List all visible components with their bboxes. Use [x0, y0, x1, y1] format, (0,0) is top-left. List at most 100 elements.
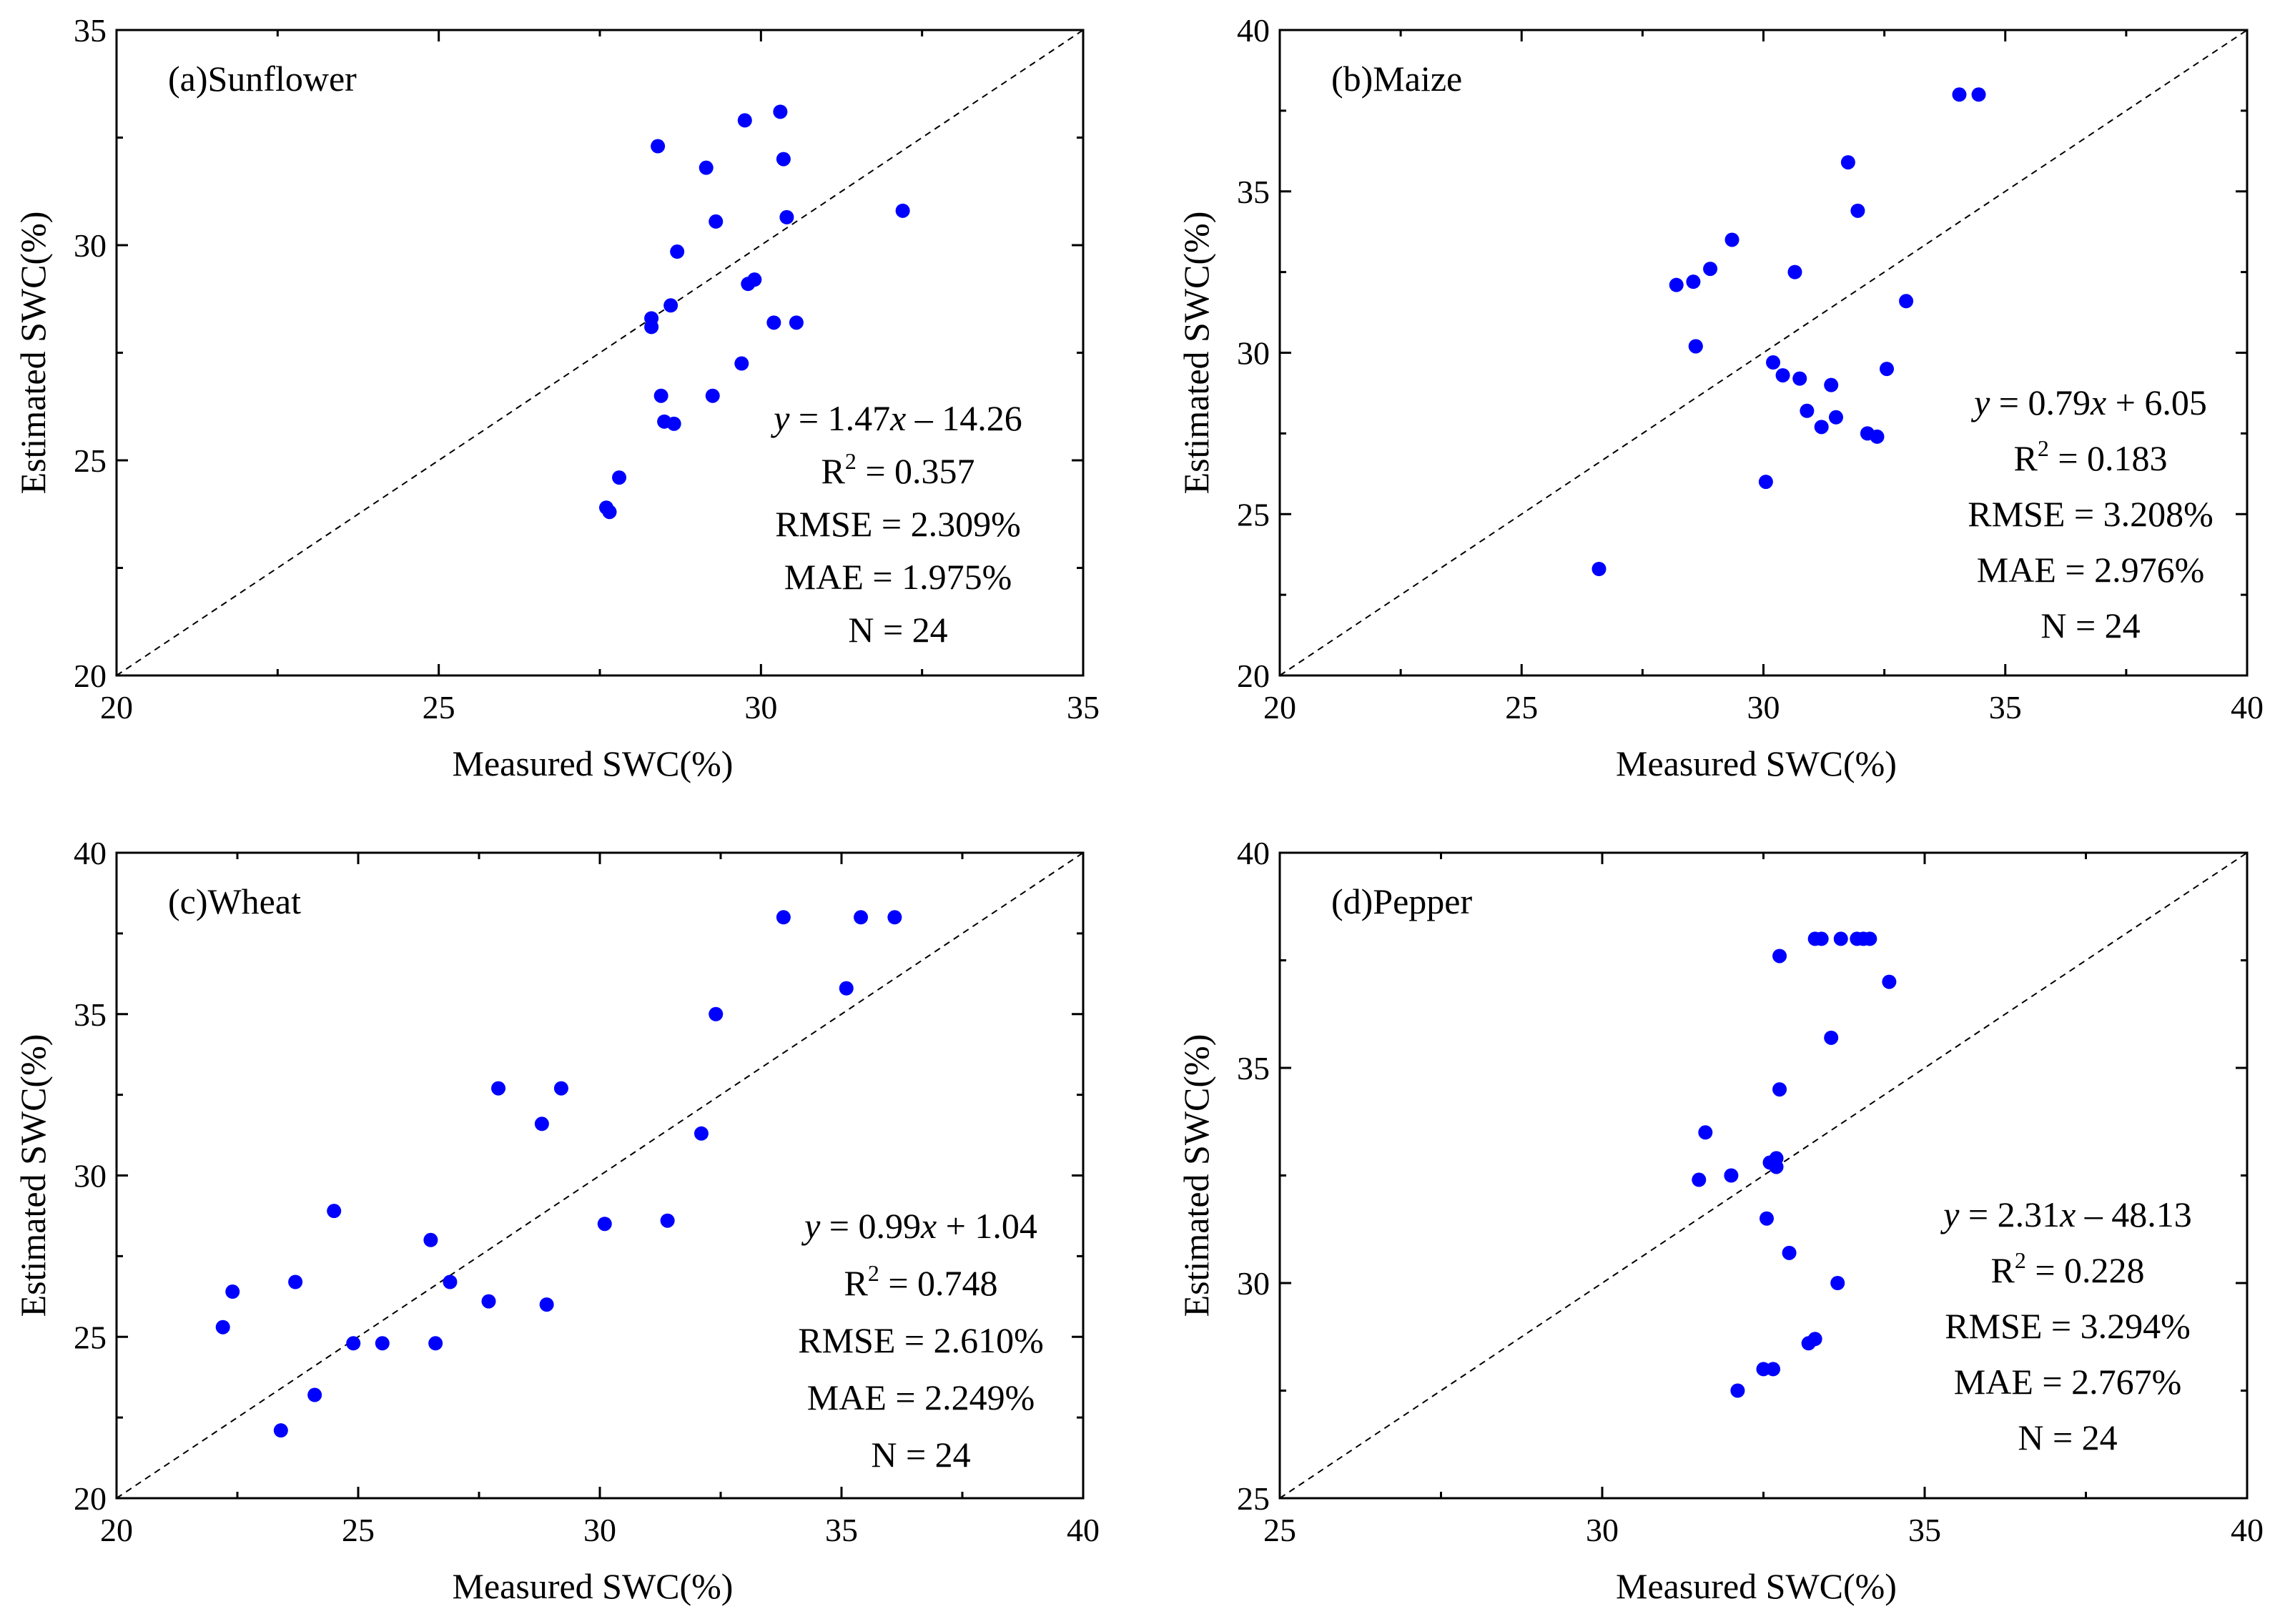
data-point [1850, 203, 1865, 218]
data-point [1880, 362, 1895, 377]
panel-title: (b)Maize [1331, 59, 1462, 99]
data-point [776, 152, 791, 167]
data-point [423, 1232, 438, 1247]
y-tick-label: 25 [1237, 1480, 1270, 1517]
x-tick-label: 35 [1908, 1512, 1941, 1548]
data-point [1870, 429, 1885, 444]
y-tick-label: 30 [74, 1158, 107, 1194]
y-tick-label: 35 [74, 996, 107, 1033]
y-tick-label: 25 [1237, 496, 1270, 533]
data-point [1787, 264, 1802, 279]
mae: MAE = 2.767% [1954, 1362, 2181, 1402]
data-point [225, 1284, 240, 1299]
x-tick-label: 20 [100, 1512, 133, 1548]
y-tick-label: 20 [74, 658, 107, 694]
data-point [346, 1336, 361, 1351]
y-axis-title: Estimated SWC(%) [1176, 1034, 1216, 1317]
regression-equation: y = 0.79x + 6.05 [1970, 382, 2207, 422]
data-point [375, 1336, 390, 1351]
data-point [1882, 974, 1897, 989]
y-axis-title: Estimated SWC(%) [1176, 212, 1216, 495]
rmse: RMSE = 3.294% [1945, 1306, 2191, 1346]
regression-equation: y = 1.47x – 14.26 [770, 398, 1022, 438]
data-point [895, 203, 910, 218]
y-tick-label: 20 [1237, 658, 1270, 694]
y-tick-label: 25 [74, 442, 107, 479]
y-tick-label: 40 [1237, 12, 1270, 49]
regression-equation: y = 0.99x + 1.04 [801, 1206, 1037, 1246]
data-point [1833, 931, 1848, 946]
r-squared: R2 = 0.228 [1990, 1247, 2144, 1290]
rmse: RMSE = 3.208% [1968, 494, 2214, 534]
x-tick-label: 25 [342, 1512, 375, 1548]
data-point [1800, 403, 1815, 418]
data-point [1772, 1082, 1787, 1097]
panel-1: 20 25 30 35 20 25 30 35 Measured SWC(%) Estimated… [13, 12, 1100, 783]
data-point [1686, 274, 1701, 289]
data-point [666, 416, 681, 431]
y-tick-label: 25 [74, 1319, 107, 1355]
y-axis-title: Estimated SWC(%) [13, 1034, 53, 1317]
sample-size: N = 24 [2018, 1417, 2117, 1457]
data-point [1724, 1168, 1739, 1183]
data-point [1698, 1125, 1713, 1140]
data-point [789, 315, 804, 330]
x-tick-label: 35 [825, 1512, 858, 1548]
data-point [273, 1423, 288, 1438]
data-point [1971, 87, 1986, 102]
data-point [428, 1336, 443, 1351]
data-point [1775, 368, 1790, 383]
x-axis-title: Measured SWC(%) [1616, 743, 1897, 783]
data-point [651, 139, 666, 154]
panel-2: 20 25 30 35 40 20 25 30 35 40 Measured SWC(%) Estim… [1176, 12, 2264, 783]
data-point [597, 1217, 612, 1232]
data-point [1669, 277, 1684, 292]
data-point [747, 272, 762, 287]
data-point [709, 1006, 724, 1021]
data-point [1766, 1362, 1781, 1377]
data-point [766, 315, 781, 330]
data-point [1952, 87, 1967, 102]
data-point [737, 113, 752, 128]
x-axis-title: Measured SWC(%) [453, 743, 734, 783]
data-point [887, 910, 902, 925]
data-point [1830, 1276, 1845, 1290]
rmse: RMSE = 2.610% [798, 1320, 1044, 1360]
x-axis-title: Measured SWC(%) [1616, 1566, 1897, 1606]
data-point [776, 910, 791, 925]
data-point [1703, 262, 1718, 277]
x-tick-label: 30 [1747, 689, 1780, 726]
data-point [1814, 420, 1829, 435]
panel-title: (d)Pepper [1331, 881, 1472, 921]
data-point [1769, 1159, 1784, 1174]
y-tick-label: 40 [1237, 835, 1270, 871]
sample-size: N = 24 [848, 610, 947, 650]
x-tick-label: 30 [583, 1512, 616, 1548]
data-point [1792, 371, 1807, 386]
data-point [288, 1274, 303, 1289]
data-point [660, 1213, 675, 1228]
data-point [1766, 355, 1781, 370]
data-point [653, 388, 668, 403]
y-axis-title: Estimated SWC(%) [13, 212, 53, 495]
data-point [1591, 562, 1607, 577]
x-tick-label: 40 [1067, 1512, 1100, 1548]
data-point [670, 244, 685, 259]
y-tick-label: 30 [74, 227, 107, 264]
data-point [327, 1204, 342, 1219]
data-point [1824, 1030, 1839, 1045]
data-point [534, 1116, 549, 1132]
sample-size: N = 24 [2040, 605, 2140, 645]
data-point [602, 505, 617, 520]
mae: MAE = 2.976% [1977, 550, 2204, 590]
r-squared: R2 = 0.183 [2013, 435, 2167, 478]
data-point [1899, 294, 1914, 309]
data-point [539, 1297, 554, 1312]
data-point [1814, 931, 1829, 946]
data-point [699, 160, 714, 175]
r-squared: R2 = 0.748 [844, 1260, 997, 1303]
data-point [481, 1294, 496, 1309]
data-point [491, 1081, 506, 1096]
